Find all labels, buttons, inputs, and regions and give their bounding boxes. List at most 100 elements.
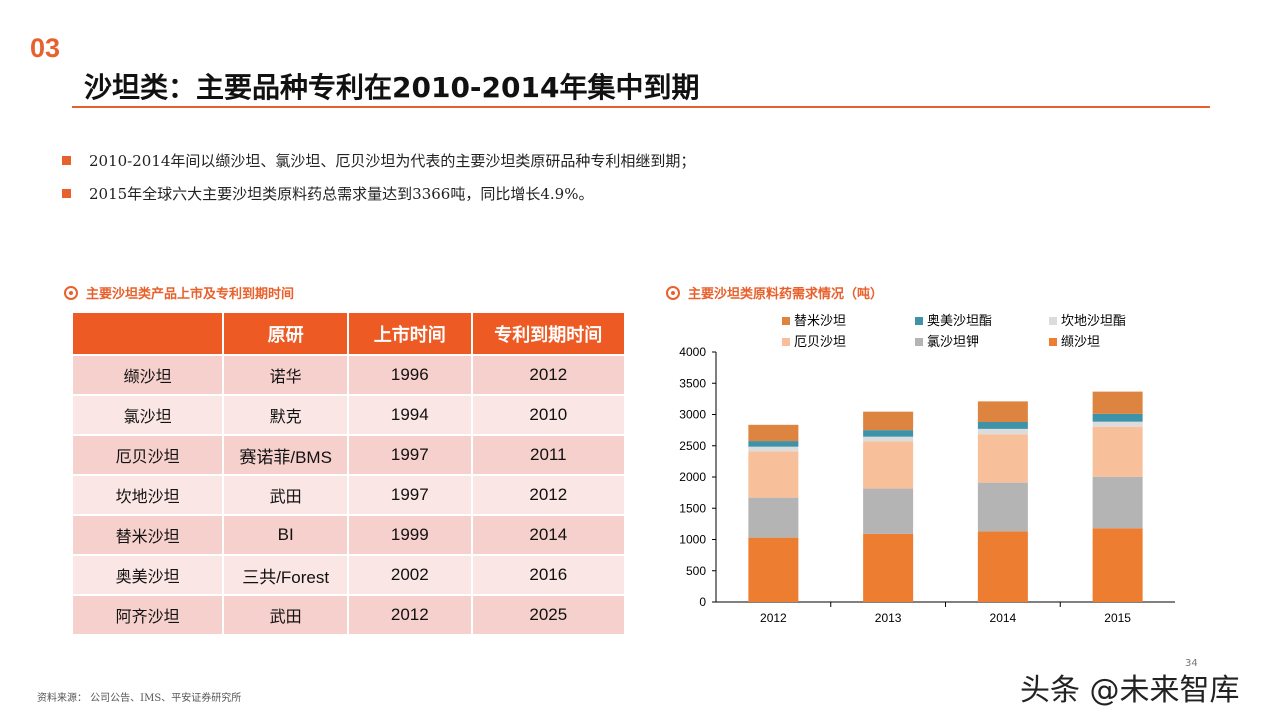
legend-swatch bbox=[782, 338, 790, 346]
bar-segment bbox=[748, 497, 799, 538]
bar-segment bbox=[863, 430, 914, 437]
bar-segment bbox=[863, 411, 914, 431]
source-note: 资料来源： 公司公告、IMS、平安证券研究所 bbox=[37, 693, 242, 704]
table-cell: 2011 bbox=[470, 434, 627, 476]
table-row: 奥美沙坦 三共/Forest 2002 2016 bbox=[70, 554, 627, 596]
bar-segment bbox=[748, 537, 799, 602]
table-row: 坎地沙坦 武田 1997 2012 bbox=[70, 474, 627, 516]
header-cell bbox=[70, 311, 225, 356]
legend-swatch bbox=[915, 317, 923, 325]
table-cell: 1996 bbox=[347, 354, 473, 396]
x-tick-label: 2012 bbox=[760, 611, 787, 625]
page-title: 沙坦类：主要品种专利在2010-2014年集中到期 bbox=[84, 71, 700, 104]
table-cell: 2010 bbox=[470, 394, 627, 436]
chart-title-text: 主要沙坦类原料药需求情况（吨） bbox=[688, 287, 884, 302]
table-cell: 缬沙坦 bbox=[70, 354, 225, 396]
bullet-square-icon bbox=[62, 189, 71, 198]
table-cell: 奥美沙坦 bbox=[70, 554, 225, 596]
table-cell: 坎地沙坦 bbox=[70, 474, 225, 516]
legend-swatch bbox=[782, 317, 790, 325]
y-tick-label: 2000 bbox=[679, 470, 706, 484]
target-icon bbox=[64, 286, 78, 300]
table-cell: 1997 bbox=[347, 434, 473, 476]
table-cell: 氯沙坦 bbox=[70, 394, 225, 436]
table-caption-text: 主要沙坦类产品上市及专利到期时间 bbox=[86, 287, 295, 302]
y-tick-label: 500 bbox=[686, 564, 706, 578]
header-cell: 专利到期时间 bbox=[470, 311, 627, 356]
table-row: 阿齐沙坦 武田 2012 2025 bbox=[70, 594, 627, 636]
title-divider bbox=[72, 106, 1210, 108]
bar-segment bbox=[863, 488, 914, 534]
bar-segment bbox=[977, 434, 1028, 483]
table-cell: 诺华 bbox=[222, 354, 350, 396]
table-row: 氯沙坦 默克 1994 2010 bbox=[70, 394, 627, 436]
header-cell: 原研 bbox=[222, 311, 350, 356]
bar-segment bbox=[977, 531, 1028, 602]
legend-label: 奥美沙坦酯 bbox=[927, 313, 992, 328]
bullet-text: 2010-2014年间以缬沙坦、氯沙坦、厄贝沙坦为代表的主要沙坦类原研品种专利相… bbox=[89, 152, 696, 170]
table-cell: 替米沙坦 bbox=[70, 514, 225, 556]
table-cell: 2012 bbox=[470, 474, 627, 516]
legend-label: 替米沙坦 bbox=[794, 313, 846, 328]
table-cell: 2016 bbox=[470, 554, 627, 596]
bar-segment bbox=[1092, 426, 1143, 477]
bar-segment bbox=[863, 533, 914, 602]
header-cell: 上市时间 bbox=[347, 311, 473, 356]
table-row: 替米沙坦 BI 1999 2014 bbox=[70, 514, 627, 556]
table-cell: 2012 bbox=[470, 354, 627, 396]
legend-label: 氯沙坦钾 bbox=[927, 334, 979, 349]
table-cell: 2025 bbox=[470, 594, 627, 636]
table-header: 原研 上市时间 专利到期时间 bbox=[70, 311, 627, 356]
x-tick-label: 2015 bbox=[1104, 611, 1131, 625]
legend-label: 坎地沙坦酯 bbox=[1061, 313, 1126, 328]
bar-segment bbox=[977, 422, 1028, 429]
legend-swatch bbox=[1049, 338, 1057, 346]
x-tick-label: 2014 bbox=[990, 611, 1017, 625]
bar-segment bbox=[863, 441, 914, 489]
table-row: 厄贝沙坦 赛诺菲/BMS 1997 2011 bbox=[70, 434, 627, 476]
bar-segment bbox=[977, 401, 1028, 422]
bar-segment bbox=[1092, 413, 1143, 422]
y-tick-label: 2500 bbox=[679, 439, 706, 453]
section-number: 03 bbox=[30, 33, 61, 63]
legend-swatch bbox=[1049, 317, 1057, 325]
table-row: 缬沙坦 诺华 1996 2012 bbox=[70, 354, 627, 396]
x-tick-label: 2013 bbox=[875, 611, 902, 625]
watermark: 头条 @未来智库 bbox=[1020, 673, 1240, 708]
table-cell: 赛诺菲/BMS bbox=[222, 434, 350, 476]
y-tick-label: 3000 bbox=[679, 408, 706, 422]
bar-segment bbox=[1092, 421, 1143, 427]
table-cell: 三共/Forest bbox=[222, 554, 350, 596]
bar-segment bbox=[1092, 391, 1143, 414]
bar-segment bbox=[1092, 528, 1143, 602]
legend-swatch bbox=[915, 338, 923, 346]
table-cell: BI bbox=[222, 514, 350, 556]
chart-title: 主要沙坦类原料药需求情况（吨） bbox=[666, 283, 883, 302]
table-cell: 默克 bbox=[222, 394, 350, 436]
bar-segment bbox=[748, 441, 799, 447]
table-cell: 2002 bbox=[347, 554, 473, 596]
bullet-square-icon bbox=[62, 156, 71, 165]
table-cell: 2012 bbox=[347, 594, 473, 636]
table-cell: 厄贝沙坦 bbox=[70, 434, 225, 476]
bar-segment bbox=[1092, 476, 1143, 529]
y-tick-label: 1000 bbox=[679, 533, 706, 547]
table-cell: 1999 bbox=[347, 514, 473, 556]
table-cell: 1994 bbox=[347, 394, 473, 436]
legend-label: 缬沙坦 bbox=[1061, 334, 1100, 349]
table-cell: 阿齐沙坦 bbox=[70, 594, 225, 636]
y-tick-label: 3500 bbox=[679, 376, 706, 390]
bar-segment bbox=[748, 451, 799, 498]
y-tick-label: 0 bbox=[699, 595, 706, 609]
table-cell: 2014 bbox=[470, 514, 627, 556]
bullet-item: 2015年全球六大主要沙坦类原料药总需求量达到3366吨，同比增长4.9%。 bbox=[62, 183, 593, 204]
legend-label: 厄贝沙坦 bbox=[794, 334, 846, 349]
table-caption: 主要沙坦类产品上市及专利到期时间 bbox=[64, 283, 294, 302]
bar-segment bbox=[748, 446, 799, 452]
table-cell: 武田 bbox=[222, 594, 350, 636]
bullet-text: 2015年全球六大主要沙坦类原料药总需求量达到3366吨，同比增长4.9%。 bbox=[89, 185, 594, 203]
patent-table: 原研 上市时间 专利到期时间 缬沙坦 诺华 1996 2012 氯沙坦 默克 1994 201… bbox=[70, 311, 627, 636]
table-cell: 武田 bbox=[222, 474, 350, 516]
table-cell: 1997 bbox=[347, 474, 473, 516]
bar-segment bbox=[977, 428, 1028, 435]
